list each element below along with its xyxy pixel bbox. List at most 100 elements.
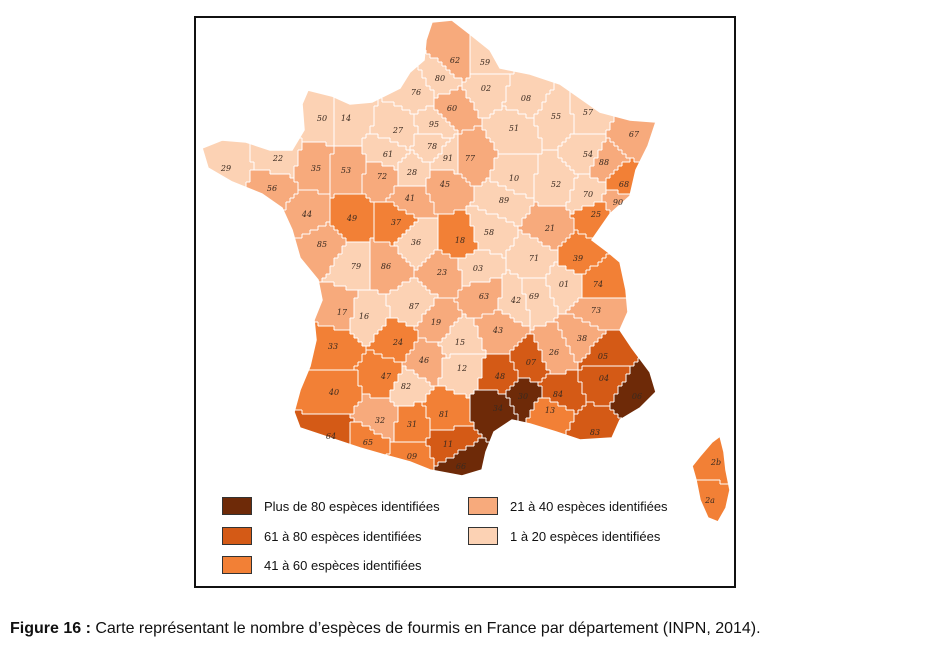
department-label-38: 38 <box>577 334 587 343</box>
department-label-60: 60 <box>447 104 457 113</box>
department-label-29: 29 <box>220 164 231 173</box>
department-label-37: 37 <box>391 218 402 227</box>
department-label-83: 83 <box>590 428 600 437</box>
department-label-62: 62 <box>450 56 460 65</box>
department-label-14: 14 <box>341 114 351 123</box>
department-label-21: 21 <box>544 224 555 233</box>
department-label-91: 91 <box>443 154 453 163</box>
department-label-68: 68 <box>619 180 629 189</box>
legend-swatch <box>222 497 252 515</box>
department-label-28: 28 <box>406 168 417 177</box>
department-label-09: 09 <box>407 452 417 461</box>
department-label-78: 78 <box>427 142 437 151</box>
department-label-86: 86 <box>381 262 391 271</box>
department-label-34: 34 <box>493 404 503 413</box>
legend-item-1-20: 1 à 20 espèces identifiées <box>468 527 660 545</box>
department-label-01: 01 <box>559 280 569 289</box>
department-label-61: 61 <box>383 150 393 159</box>
department-label-70: 70 <box>583 190 593 199</box>
legend-item-61-80: 61 à 80 espèces identifiées <box>222 527 422 545</box>
legend-label: Plus de 80 espèces identifiées <box>264 498 440 514</box>
department-label-40: 40 <box>328 388 339 397</box>
department-label-19: 19 <box>431 318 441 327</box>
department-label-15: 15 <box>455 338 465 347</box>
department-label-33: 33 <box>328 342 338 351</box>
department-label-05: 05 <box>598 352 608 361</box>
department-label-52: 52 <box>551 180 561 189</box>
legend-item-80-plus: Plus de 80 espèces identifiées <box>222 497 440 515</box>
department-label-65: 65 <box>363 438 373 447</box>
department-label-11: 11 <box>443 440 453 449</box>
department-label-2a: 2a <box>704 496 715 505</box>
department-label-84: 84 <box>553 390 563 399</box>
department-label-90: 90 <box>613 198 623 207</box>
department-label-57: 57 <box>583 108 594 117</box>
department-label-82: 82 <box>401 382 411 391</box>
department-label-54: 54 <box>583 150 593 159</box>
department-label-16: 16 <box>359 312 369 321</box>
department-label-2b: 2b <box>710 458 721 467</box>
department-label-89: 89 <box>499 196 509 205</box>
department-label-87: 87 <box>409 302 420 311</box>
legend-swatch <box>222 527 252 545</box>
legend-swatch <box>468 527 498 545</box>
department-label-30: 30 <box>518 392 528 401</box>
department-label-27: 27 <box>392 126 404 135</box>
department-label-17: 17 <box>337 308 348 317</box>
figure-label: Figure 16 : <box>10 620 91 637</box>
department-label-08: 08 <box>521 94 531 103</box>
department-label-77: 77 <box>465 154 476 163</box>
department-label-23: 23 <box>436 268 447 277</box>
department-label-12: 12 <box>457 364 467 373</box>
department-label-10: 10 <box>509 174 519 183</box>
department-label-45: 45 <box>439 180 450 189</box>
department-label-95: 95 <box>429 120 439 129</box>
department-label-35: 35 <box>311 164 321 173</box>
legend-label: 1 à 20 espèces identifiées <box>510 528 661 544</box>
department-borders <box>692 475 730 485</box>
caption-text: Carte représentant le nombre d’espèces d… <box>90 620 761 637</box>
legend-label: 41 à 60 espèces identifiées <box>264 557 422 573</box>
department-label-88: 88 <box>599 158 609 167</box>
department-label-07: 07 <box>526 358 537 367</box>
department-label-73: 73 <box>591 306 601 315</box>
department-label-22: 22 <box>272 154 283 163</box>
department-label-32: 32 <box>375 416 385 425</box>
department-label-69: 69 <box>529 292 539 301</box>
department-label-44: 44 <box>301 210 312 219</box>
department-label-80: 80 <box>435 74 445 83</box>
legend-label: 21 à 40 espèces identifiées <box>510 498 668 514</box>
department-label-74: 74 <box>593 280 603 289</box>
department-label-49: 49 <box>346 214 357 223</box>
corsica-outline <box>691 434 731 523</box>
department-label-76: 76 <box>411 88 421 97</box>
department-label-55: 55 <box>551 112 561 121</box>
department-label-39: 39 <box>573 254 583 263</box>
figure-caption: Figure 16 : Carte représentant le nombre… <box>10 620 761 638</box>
department-label-51: 51 <box>509 124 519 133</box>
department-label-25: 25 <box>590 210 601 219</box>
department-label-24: 24 <box>392 338 403 347</box>
department-label-67: 67 <box>629 130 640 139</box>
legend-item-41-60: 41 à 60 espèces identifiées <box>222 556 422 574</box>
department-label-18: 18 <box>455 236 465 245</box>
department-label-53: 53 <box>341 166 351 175</box>
department-label-63: 63 <box>479 292 489 301</box>
department-label-71: 71 <box>529 254 539 263</box>
department-label-72: 72 <box>377 172 387 181</box>
department-label-04: 04 <box>599 374 609 383</box>
department-label-13: 13 <box>545 406 555 415</box>
department-label-85: 85 <box>317 240 327 249</box>
department-label-59: 59 <box>480 58 490 67</box>
legend-swatch <box>222 556 252 574</box>
department-label-56: 56 <box>267 184 277 193</box>
department-label-03: 03 <box>473 264 483 273</box>
department-label-48: 48 <box>494 372 505 381</box>
department-label-36: 36 <box>411 238 421 247</box>
department-label-64: 64 <box>326 432 336 441</box>
department-label-50: 50 <box>317 114 327 123</box>
department-label-06: 06 <box>632 392 642 401</box>
department-label-46: 46 <box>418 356 429 365</box>
legend-item-21-40: 21 à 40 espèces identifiées <box>468 497 668 515</box>
